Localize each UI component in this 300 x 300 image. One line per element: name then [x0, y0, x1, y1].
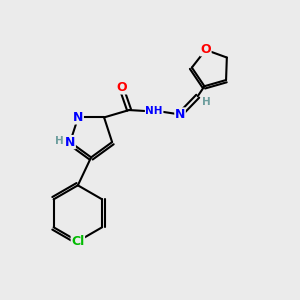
Text: Cl: Cl	[71, 236, 85, 248]
Text: H: H	[55, 136, 63, 146]
Text: NH: NH	[146, 106, 163, 116]
Text: N: N	[65, 136, 75, 148]
Text: N: N	[73, 111, 83, 124]
Text: N: N	[175, 108, 185, 121]
Text: O: O	[116, 81, 127, 94]
Text: O: O	[200, 43, 211, 56]
Text: H: H	[202, 97, 211, 106]
